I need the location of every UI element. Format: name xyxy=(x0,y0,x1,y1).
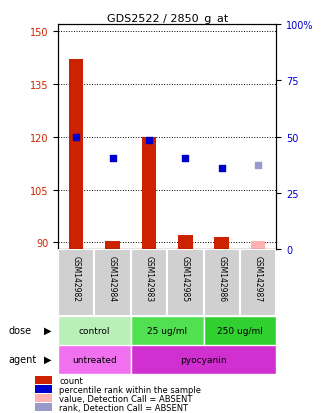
Bar xyxy=(240,250,276,316)
Text: GSM142982: GSM142982 xyxy=(71,255,81,301)
Title: GDS2522 / 2850_g_at: GDS2522 / 2850_g_at xyxy=(107,13,228,24)
Point xyxy=(256,162,261,169)
Text: agent: agent xyxy=(8,354,36,364)
Text: GSM142983: GSM142983 xyxy=(144,255,154,301)
Text: dose: dose xyxy=(8,325,31,335)
Bar xyxy=(94,250,131,316)
Bar xyxy=(69,60,83,250)
Text: pyocyanin: pyocyanin xyxy=(180,355,227,364)
Text: GSM142985: GSM142985 xyxy=(181,255,190,301)
Text: 250 ug/ml: 250 ug/ml xyxy=(217,326,263,335)
Text: ▶: ▶ xyxy=(44,354,51,364)
Text: control: control xyxy=(78,326,110,335)
Bar xyxy=(251,241,265,250)
Bar xyxy=(58,316,131,345)
Point xyxy=(219,166,224,172)
Text: rank, Detection Call = ABSENT: rank, Detection Call = ABSENT xyxy=(59,403,188,412)
Point xyxy=(146,138,152,144)
Bar xyxy=(131,250,167,316)
Bar xyxy=(204,316,276,345)
Text: GSM142987: GSM142987 xyxy=(254,255,263,301)
Bar xyxy=(58,345,131,374)
Bar xyxy=(35,403,52,411)
Bar xyxy=(35,394,52,402)
Bar xyxy=(142,138,156,250)
Bar xyxy=(178,236,193,250)
Bar xyxy=(131,316,204,345)
Bar xyxy=(105,241,120,250)
Text: GSM142986: GSM142986 xyxy=(217,255,226,301)
Bar xyxy=(167,250,204,316)
Point xyxy=(73,134,79,141)
Point xyxy=(110,155,115,162)
Text: untreated: untreated xyxy=(72,355,117,364)
Text: percentile rank within the sample: percentile rank within the sample xyxy=(59,385,201,394)
Bar xyxy=(58,250,94,316)
Bar xyxy=(214,237,229,250)
Text: ▶: ▶ xyxy=(44,325,51,335)
Text: count: count xyxy=(59,376,83,385)
Point xyxy=(183,155,188,162)
Bar xyxy=(35,385,52,394)
Bar xyxy=(131,345,276,374)
Text: GSM142984: GSM142984 xyxy=(108,255,117,301)
Text: 25 ug/ml: 25 ug/ml xyxy=(147,326,187,335)
Text: value, Detection Call = ABSENT: value, Detection Call = ABSENT xyxy=(59,394,193,403)
Bar xyxy=(204,250,240,316)
Bar xyxy=(35,376,52,385)
